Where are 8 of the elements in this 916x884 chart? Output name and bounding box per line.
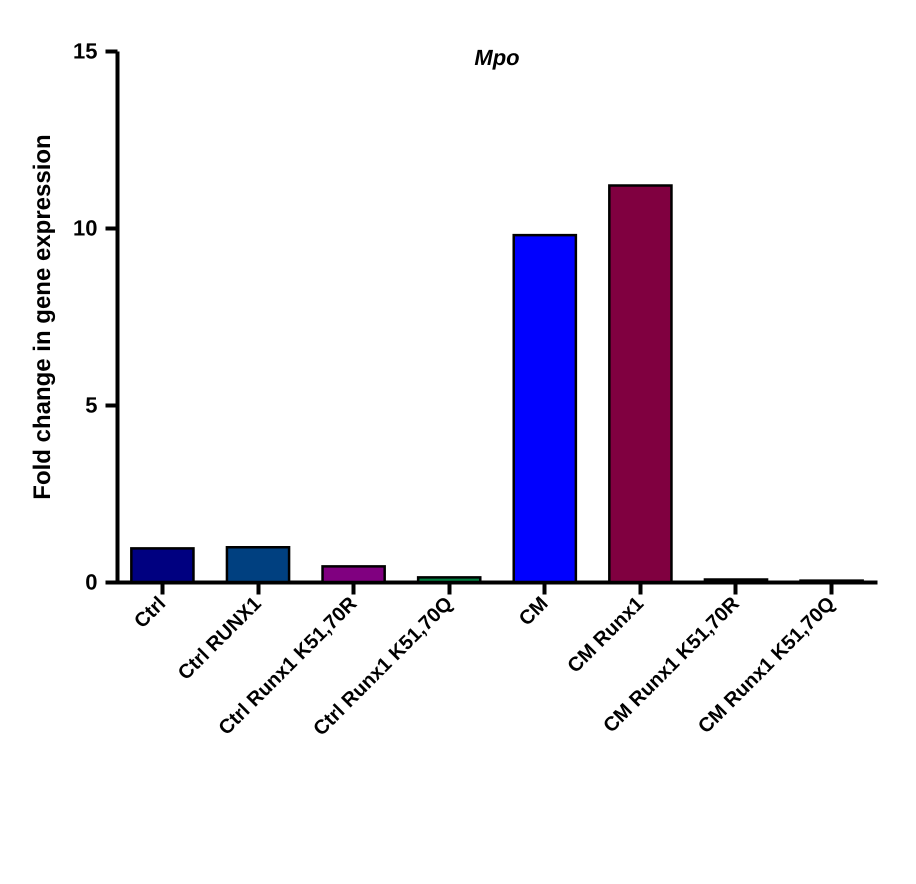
y-tick-label: 5 bbox=[85, 392, 98, 418]
x-tick-label: Ctrl bbox=[130, 592, 170, 633]
y-tick-label: 0 bbox=[85, 570, 98, 594]
y-axis-title: Fold change in gene expression bbox=[29, 134, 56, 500]
chart-title: Mpo bbox=[474, 45, 520, 70]
y-tick-label: 15 bbox=[73, 38, 98, 64]
x-tick-label: CM bbox=[515, 592, 553, 630]
y-tick-label: 10 bbox=[73, 216, 98, 240]
